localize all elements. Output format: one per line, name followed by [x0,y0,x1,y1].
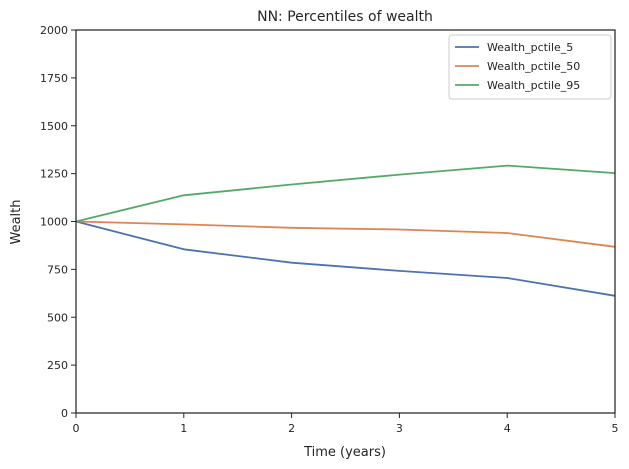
y-tick-label: 0 [61,407,68,420]
chart-title: NN: Percentiles of wealth [257,9,433,25]
y-tick-label: 1750 [40,72,68,85]
y-tick-label: 2000 [40,24,68,37]
legend-label: Wealth_pctile_5 [487,41,573,54]
x-tick-label: 4 [504,422,511,435]
plot-frame [75,29,616,414]
y-tick-label: 750 [47,263,68,276]
y-axis-label: Wealth [9,199,24,244]
y-tick-label: 500 [47,311,68,324]
y-tick-label: 250 [47,359,68,372]
x-tick-label: 2 [288,422,295,435]
y-tick-label: 1000 [40,216,68,229]
x-tick-label: 5 [612,422,619,435]
series-lines [75,164,616,297]
x-tick-label: 1 [180,422,187,435]
legend-label: Wealth_pctile_95 [487,79,580,92]
legend: Wealth_pctile_5 Wealth_pctile_50 Wealth_pc… [448,34,612,100]
series-line-wealth-pctile-50 [75,220,616,248]
x-tick-label: 0 [73,422,80,435]
series-line-wealth-pctile-95 [75,164,616,223]
legend-box [448,34,612,100]
y-axis: 0 250 500 750 1000 1250 1500 1750 2000 [40,24,76,420]
x-axis-label: Time (years) [303,445,386,460]
series-line-wealth-pctile-5 [75,220,616,297]
y-tick-label: 1250 [40,168,68,181]
x-tick-label: 3 [396,422,403,435]
legend-label: Wealth_pctile_50 [487,60,580,73]
y-tick-label: 1500 [40,120,68,133]
x-axis: 0 1 2 3 4 5 [73,413,619,435]
